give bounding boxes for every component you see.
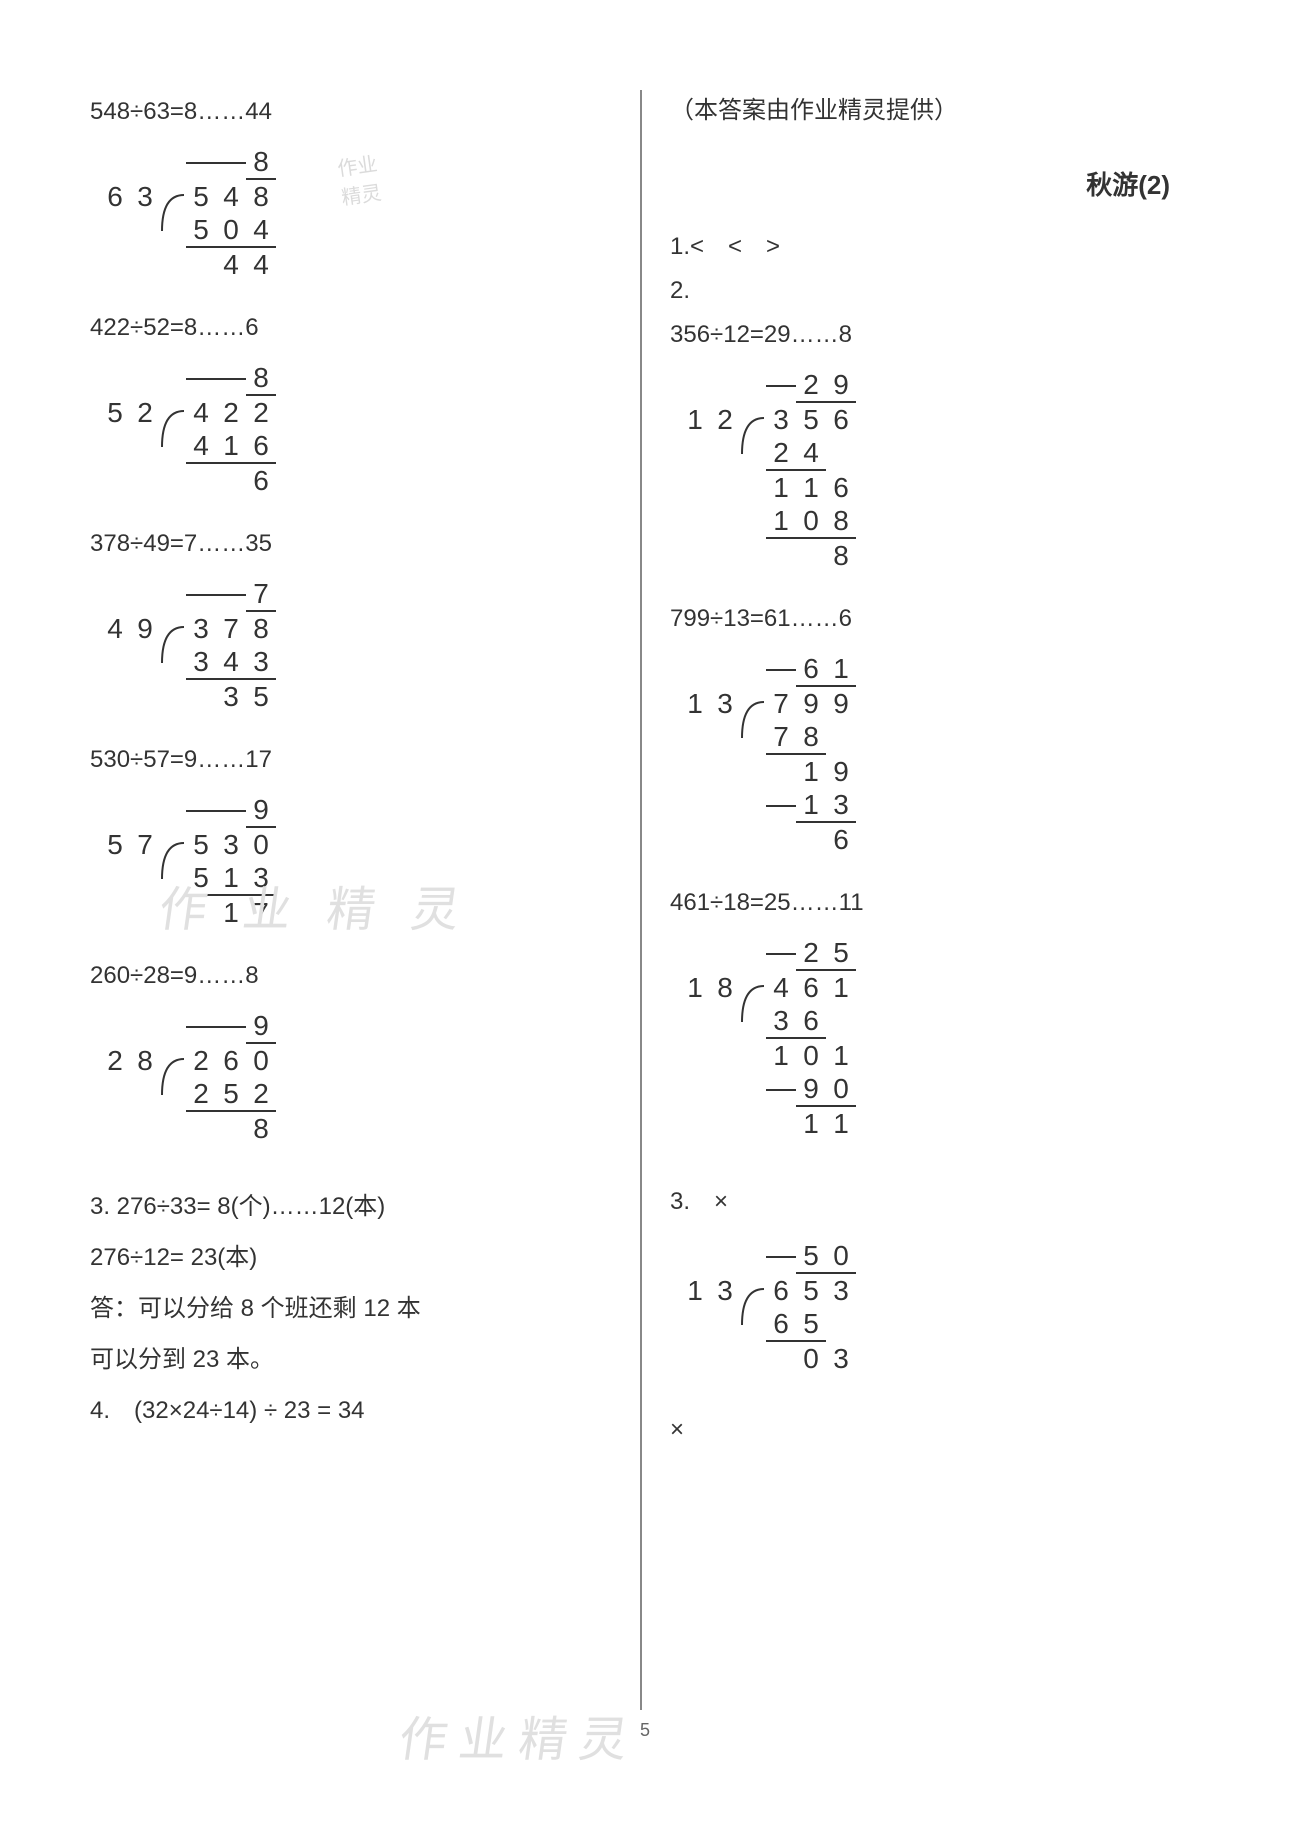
long-division: 74937834335 [100, 578, 276, 714]
long-division: 8524224166 [100, 362, 276, 498]
long-division: 2518461361019011 [680, 937, 856, 1141]
problem-5: 260÷28=9……8 9282602528 [90, 962, 610, 1170]
cross-mark: × [670, 1416, 1170, 1444]
long-division: 9282602528 [100, 1010, 276, 1146]
equation-text: 356÷12=29……8 [670, 321, 1170, 349]
question-3-label: 3. × [670, 1181, 1170, 1216]
problem-2: 422÷52=8……6 8524224166 [90, 314, 610, 522]
column-divider [640, 90, 642, 1710]
equation-text: 378÷49=7……35 [90, 530, 610, 558]
question-1: 1.< < > [670, 226, 1170, 261]
problem-r4: 50136536503 [670, 1232, 1170, 1400]
question-3b: 276÷12= 23(本) [90, 1237, 610, 1272]
page-container: 548÷63=8……44 86354850444 422÷52=8……6 852… [0, 0, 1300, 1500]
header-note: （本答案由作业精灵提供） [670, 90, 1170, 125]
question-4: 4. (32×24÷14) ÷ 23 = 34 [90, 1390, 610, 1425]
equation-text: 530÷57=9……17 [90, 746, 610, 774]
equation-text: 799÷13=61……6 [670, 605, 1170, 633]
equation-text: 461÷18=25……11 [670, 889, 1170, 917]
watermark-bottom: 作业精灵 [395, 1700, 645, 1770]
problem-r3: 461÷18=25……11 2518461361019011 [670, 889, 1170, 1165]
answer-3-line2: 可以分到 23 本。 [90, 1339, 610, 1374]
problem-4: 530÷57=9……17 95753051317 [90, 746, 610, 954]
equation-text: 422÷52=8……6 [90, 314, 610, 342]
section-title: 秋游(2) [670, 165, 1170, 202]
long-division: 2912356241161088 [680, 369, 856, 573]
question-3a: 3. 276÷33= 8(个)……12(本) [90, 1186, 610, 1221]
problem-r2: 799÷13=61……6 61137997819136 [670, 605, 1170, 881]
long-division: 86354850444 [100, 146, 276, 282]
problem-r1: 356÷12=29……8 2912356241161088 [670, 321, 1170, 597]
equation-text: 548÷63=8……44 [90, 98, 610, 126]
page-number: 5 [640, 1720, 650, 1741]
right-column: （本答案由作业精灵提供） 秋游(2) 1.< < > 2. 356÷12=29…… [630, 90, 1170, 1460]
long-division: 95753051317 [100, 794, 276, 930]
problem-3: 378÷49=7……35 74937834335 [90, 530, 610, 738]
long-division: 50136536503 [680, 1240, 856, 1376]
left-column: 548÷63=8……44 86354850444 422÷52=8……6 852… [90, 90, 630, 1460]
equation-text: 260÷28=9……8 [90, 962, 610, 990]
answer-3-line1: 答：可以分给 8 个班还剩 12 本 [90, 1288, 610, 1323]
question-2-label: 2. [670, 277, 1170, 305]
long-division: 61137997819136 [680, 653, 856, 857]
